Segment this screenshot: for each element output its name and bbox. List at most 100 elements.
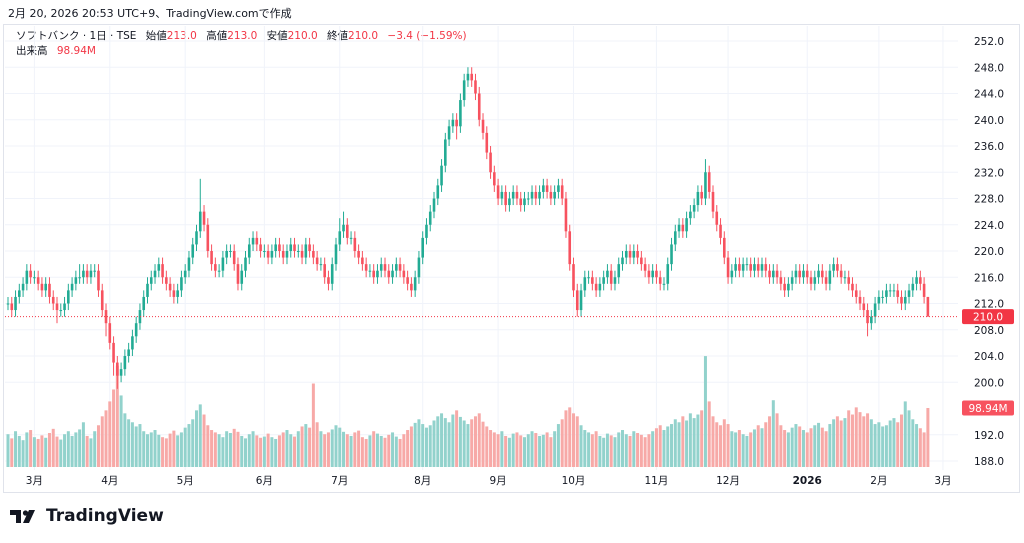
volume-bar — [869, 419, 873, 467]
volume-bar — [161, 437, 165, 467]
volume-bar — [142, 431, 146, 467]
candle — [18, 283, 21, 304]
candle-body — [240, 270, 244, 284]
candle — [364, 257, 368, 278]
volume-bar — [707, 401, 711, 467]
candle — [82, 264, 85, 284]
x-tick-label: 3月 — [26, 475, 43, 487]
candle — [854, 283, 858, 304]
candle-body — [436, 185, 440, 199]
candle-body — [790, 277, 794, 284]
candle — [55, 296, 59, 324]
candle — [417, 251, 421, 284]
volume-bar — [881, 426, 885, 467]
candle — [198, 178, 202, 238]
last-volume-badge: 98.94M — [962, 400, 1014, 416]
volume-bar — [247, 434, 251, 467]
volume-bar — [274, 438, 278, 467]
candle-body — [821, 270, 824, 278]
volume-bar — [918, 428, 922, 467]
volume-bar — [530, 431, 534, 467]
candle-body — [59, 310, 63, 312]
volume-bar — [251, 431, 255, 467]
candle-body — [319, 264, 323, 266]
candle — [289, 237, 293, 258]
candle — [851, 277, 854, 297]
candle-body — [862, 303, 866, 311]
candle-body — [813, 277, 817, 284]
candle-body — [711, 191, 715, 212]
candle-body — [266, 251, 270, 258]
candle-body — [391, 270, 394, 278]
candle — [232, 244, 236, 271]
candle-body — [877, 296, 881, 304]
candle-body — [839, 270, 843, 278]
volume-bar — [847, 410, 851, 467]
candle — [319, 257, 323, 271]
candle — [304, 237, 308, 265]
volume-bar — [888, 420, 892, 467]
candle-body — [455, 119, 458, 127]
candle — [455, 113, 458, 140]
candle-body — [907, 290, 911, 297]
volume-bar — [342, 431, 346, 467]
volume-bar — [688, 413, 692, 467]
candle-body — [281, 251, 285, 258]
candle-body — [270, 251, 274, 258]
candle-body — [689, 211, 692, 219]
candle-body — [157, 264, 161, 271]
candle-body — [832, 264, 835, 271]
tradingview-logo[interactable]: TradingView — [10, 506, 164, 526]
volume-bar — [240, 435, 244, 467]
candle — [323, 257, 326, 284]
candle — [474, 73, 477, 101]
candle — [70, 277, 74, 297]
candle-body — [293, 244, 296, 251]
candle-body — [172, 290, 176, 297]
price-axis[interactable]: 252.0 248.0 244.0 240.0 236.0 232.0 228.0 224.0… — [974, 36, 1004, 468]
volume-bar — [560, 419, 564, 467]
symbol-title[interactable]: ソフトバンク · 1日 · TSE — [16, 30, 137, 42]
x-tick-label: 7月 — [331, 475, 348, 487]
time-axis[interactable]: 3月 4月 5月 6月 7月 8月 9月 10月 11月 12月 2026 2月 3月 — [26, 475, 952, 487]
candle — [847, 270, 851, 291]
volume-bar — [877, 422, 881, 467]
candle — [10, 296, 14, 317]
y-tick-label: 240.0 — [974, 115, 1004, 127]
candle-body — [587, 277, 590, 279]
volume-bar — [481, 421, 485, 467]
candle — [168, 277, 172, 297]
volume-bar — [406, 430, 410, 467]
candle-body — [470, 73, 474, 81]
volume-bar — [466, 424, 470, 467]
volume-bar — [477, 413, 481, 467]
candle-body — [330, 264, 334, 284]
candle-body — [421, 237, 424, 258]
volume-bar — [398, 438, 402, 467]
high-label: 高値 — [206, 30, 228, 42]
volume-bar — [172, 430, 176, 467]
candle — [911, 277, 915, 297]
candle-body — [677, 224, 681, 232]
candle-body — [474, 80, 477, 94]
volume-bar — [134, 426, 138, 467]
volume-bar — [458, 416, 462, 467]
candle-body — [123, 356, 127, 370]
candle-body — [346, 224, 349, 238]
volume-bar — [6, 434, 10, 467]
candle-body — [131, 336, 134, 350]
candle — [406, 270, 409, 291]
volume-bar — [206, 425, 210, 467]
candle — [922, 277, 926, 304]
volume-value: 98.94M — [56, 45, 96, 57]
chart-frame — [3, 24, 1020, 493]
candle — [662, 277, 666, 291]
volume-bar — [130, 422, 134, 467]
candle — [583, 270, 587, 297]
candle — [715, 205, 719, 232]
candle — [157, 257, 161, 278]
candle — [97, 264, 100, 297]
candle-body — [312, 251, 315, 258]
candle — [587, 270, 590, 284]
